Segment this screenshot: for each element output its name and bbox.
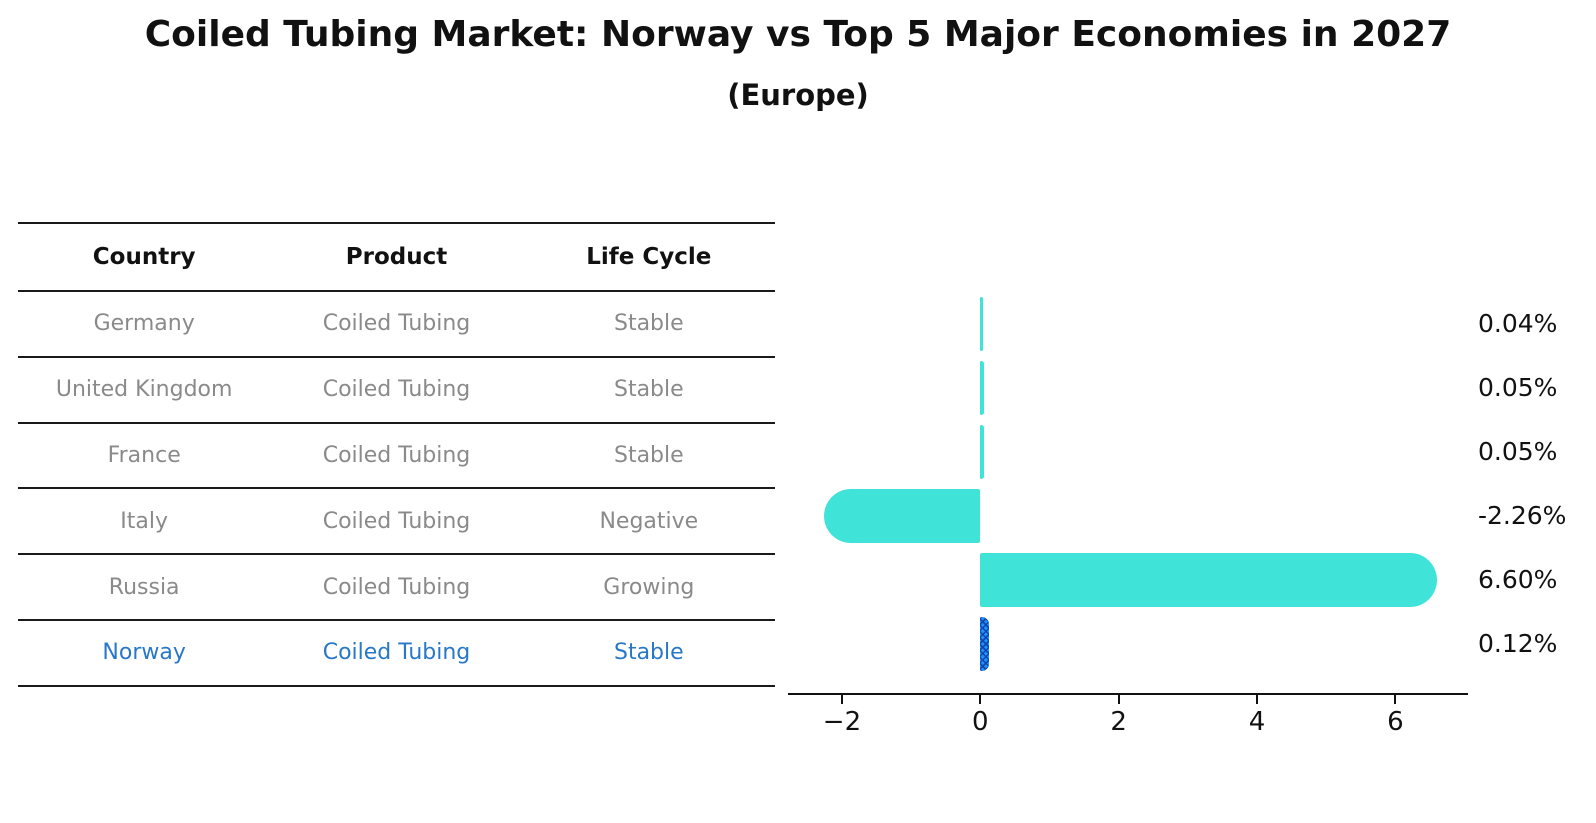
bar-row-italy: -2.26% [788, 484, 1566, 548]
table-row-germany: Germany Coiled Tubing Stable [18, 291, 775, 357]
bar-row-russia: 6.60% [788, 548, 1557, 612]
tick-mark [1394, 695, 1397, 704]
cell-product: Coiled Tubing [322, 311, 471, 337]
cell-product: Coiled Tubing [322, 574, 471, 600]
cell-life-cycle: Stable [613, 640, 684, 666]
chart-title: Coiled Tubing Market: Norway vs Top 5 Ma… [144, 14, 1452, 55]
tick-label: 6 [1387, 707, 1404, 737]
cell-life-cycle: Stable [613, 442, 684, 468]
cell-country: United Kingdom [55, 377, 233, 403]
value-label-france: 0.05% [1478, 437, 1558, 466]
tick-mark [979, 695, 982, 704]
value-label-russia: 6.60% [1478, 565, 1558, 594]
cell-product: Coiled Tubing [322, 377, 471, 403]
cell-country: Italy [120, 508, 169, 534]
bar-united-kingdom [980, 361, 984, 415]
bar-norway [980, 617, 989, 671]
header-country: Country [92, 244, 196, 270]
value-label-united-kingdom: 0.05% [1478, 373, 1558, 402]
x-axis-ticks: −2 0 2 4 6 [788, 693, 1468, 743]
tick-mark [1256, 695, 1258, 704]
cell-life-cycle: Negative [599, 508, 699, 534]
bar-france [980, 425, 984, 479]
bar-row-united-kingdom: 0.05% [788, 356, 1557, 420]
bar-russia [980, 553, 1437, 607]
tick-label: 0 [972, 707, 989, 737]
tick-label: 4 [1248, 707, 1266, 737]
cell-country: Germany [93, 311, 195, 337]
table-row-united-kingdom: United Kingdom Coiled Tubing Stable [18, 357, 775, 423]
value-label-germany: 0.04% [1478, 309, 1558, 338]
bar-row-france: 0.05% [788, 420, 1557, 484]
tick-mark [840, 695, 843, 704]
cell-life-cycle: Stable [613, 377, 684, 403]
table-row-norway: Norway Coiled Tubing Stable [18, 620, 775, 686]
bar-row-norway: 0.12% [788, 612, 1557, 676]
table-header-row: Country Product Life Cycle [18, 223, 775, 291]
table-row-france: France Coiled Tubing Stable [18, 423, 775, 489]
header-product: Product [345, 244, 448, 270]
header-life-cycle: Life Cycle [586, 244, 712, 270]
value-label-norway: 0.12% [1478, 629, 1558, 658]
bar-germany [980, 297, 984, 351]
cell-life-cycle: Growing [603, 574, 695, 600]
cell-product: Coiled Tubing [322, 508, 471, 534]
plot-area: 0.04% 0.05% 0.05% -2.26% 6.60% 0.12% [788, 292, 1566, 676]
cell-life-cycle: Stable [613, 311, 684, 337]
tick-mark [1117, 695, 1120, 704]
value-label-italy: -2.26% [1478, 501, 1567, 530]
cell-product: Coiled Tubing [322, 442, 471, 468]
country-table: Country Product Life Cycle Germany Coile… [18, 222, 775, 687]
bar-italy [823, 489, 981, 543]
chart-subtitle: (Europe) [727, 78, 869, 112]
bar-row-germany: 0.04% [788, 292, 1557, 356]
table-row-russia: Russia Coiled Tubing Growing [18, 554, 775, 620]
x-axis-line [788, 693, 1468, 695]
table-row-italy: Italy Coiled Tubing Negative [18, 488, 775, 555]
cell-country: Norway [102, 640, 186, 666]
cell-product: Coiled Tubing [322, 640, 471, 666]
cell-country: France [107, 442, 181, 468]
tick-label: 2 [1110, 707, 1127, 737]
cell-country: Russia [108, 574, 180, 600]
tick-label: −2 [822, 707, 862, 737]
